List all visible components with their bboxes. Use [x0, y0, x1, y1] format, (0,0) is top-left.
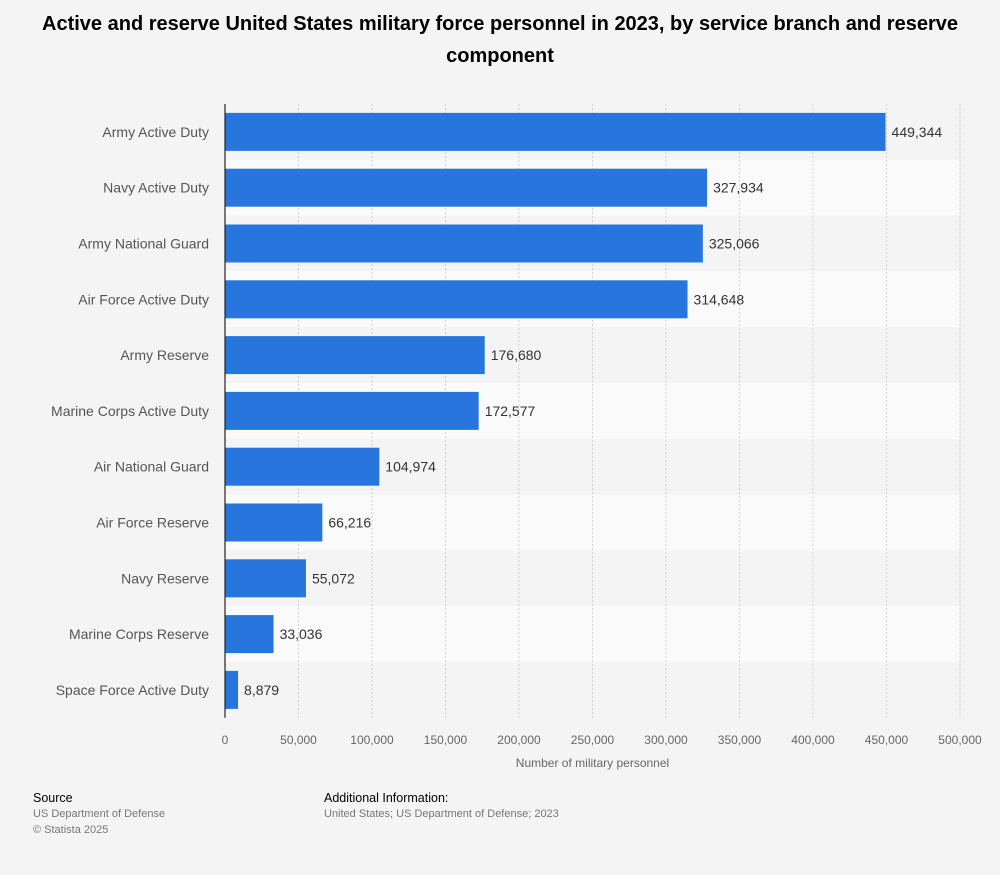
- x-tick-label: 400,000: [791, 733, 835, 747]
- value-label: 327,934: [713, 180, 764, 196]
- x-tick-label: 500,000: [938, 733, 982, 747]
- value-label: 325,066: [709, 236, 760, 252]
- category-label: Air Force Reserve: [96, 515, 209, 531]
- value-label: 176,680: [491, 347, 542, 363]
- x-tick-label: 450,000: [865, 733, 909, 747]
- source-block: Source US Department of Defense © Statis…: [33, 790, 165, 838]
- category-label: Navy Reserve: [121, 570, 209, 586]
- copyright-line: © Statista 2025: [33, 824, 109, 836]
- x-axis-title: Number of military personnel: [516, 756, 669, 770]
- additional-info-heading: Additional Information:: [324, 791, 449, 805]
- category-label: Navy Active Duty: [103, 180, 209, 196]
- value-label: 449,344: [892, 124, 943, 140]
- x-tick-label: 200,000: [497, 733, 541, 747]
- bar: [225, 447, 380, 486]
- x-tick-label: 0: [222, 733, 229, 747]
- x-tick-label: 250,000: [571, 733, 615, 747]
- bar: [225, 112, 886, 151]
- category-label: Marine Corps Active Duty: [51, 403, 209, 419]
- x-tick-label: 150,000: [424, 733, 468, 747]
- bar: [225, 615, 274, 654]
- x-tick-label: 50,000: [280, 733, 317, 747]
- category-label: Air Force Active Duty: [78, 291, 209, 307]
- value-label: 66,216: [328, 515, 371, 531]
- category-label: Army Active Duty: [102, 124, 209, 140]
- category-label: Marine Corps Reserve: [69, 626, 209, 642]
- bar: [225, 670, 239, 709]
- additional-info-line: United States; US Department of Defense;…: [324, 808, 559, 820]
- x-tick-label: 100,000: [350, 733, 394, 747]
- bar: [225, 224, 703, 263]
- category-label: Space Force Active Duty: [56, 682, 209, 698]
- bar: [225, 280, 688, 319]
- additional-info-block: Additional Information: United States; U…: [324, 790, 559, 822]
- value-label: 8,879: [244, 682, 279, 698]
- x-tick-label: 300,000: [644, 733, 688, 747]
- value-label: 55,072: [312, 570, 355, 586]
- value-label: 314,648: [694, 291, 745, 307]
- source-line[interactable]: US Department of Defense: [33, 808, 166, 820]
- bar: [225, 559, 306, 598]
- category-label: Army National Guard: [78, 236, 209, 252]
- category-label: Army Reserve: [120, 347, 209, 363]
- chart-title: Active and reserve United States militar…: [42, 13, 958, 67]
- value-label: 172,577: [485, 403, 536, 419]
- value-label: 33,036: [280, 626, 323, 642]
- bar: [225, 391, 479, 430]
- bar: [225, 503, 323, 542]
- bar: [225, 336, 485, 375]
- bar-chart: Army Active Duty 449,344 Navy Active Duty 3…: [51, 104, 982, 770]
- bar: [225, 168, 708, 207]
- x-tick-label: 350,000: [718, 733, 762, 747]
- source-heading: Source: [33, 791, 73, 805]
- value-label: 104,974: [385, 459, 436, 475]
- category-label: Air National Guard: [94, 459, 209, 475]
